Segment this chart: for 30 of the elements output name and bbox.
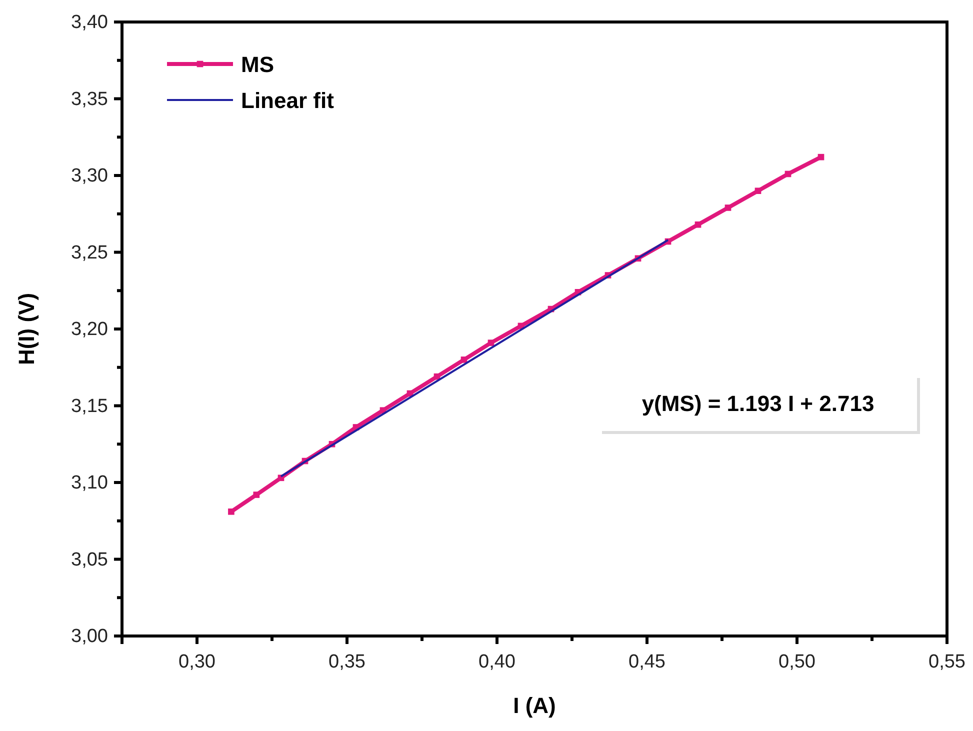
y-tick-label: 3,05 bbox=[71, 549, 108, 570]
y-tick-label: 3,00 bbox=[71, 626, 108, 648]
annotation: y(MS) = 1.193 I + 2.713 bbox=[642, 391, 874, 416]
y-tick-label: 3,20 bbox=[71, 319, 108, 340]
point bbox=[460, 356, 468, 363]
x-tick-label: 0,30 bbox=[178, 651, 216, 672]
y-tick-label: 3,30 bbox=[71, 166, 108, 187]
x-tick-label: 0,55 bbox=[928, 651, 966, 672]
y-tick-label: 3,15 bbox=[71, 396, 108, 417]
legend-label: Linear fit bbox=[241, 88, 335, 113]
legend-label: MS bbox=[241, 52, 274, 77]
point bbox=[754, 188, 762, 194]
y-axis-title: H(I) (V) bbox=[14, 292, 39, 366]
point bbox=[228, 508, 234, 515]
equation-box: y(MS) = 1.193 I + 2.713 bbox=[599, 375, 920, 434]
x-axis-title: I (A) bbox=[513, 693, 556, 718]
x-tick-label: 0,50 bbox=[778, 651, 816, 672]
y-tick-label: 3,40 bbox=[71, 12, 108, 34]
y-tick-label: 3,35 bbox=[71, 88, 108, 110]
point bbox=[488, 340, 494, 346]
point bbox=[818, 154, 824, 160]
point bbox=[784, 170, 792, 178]
x-tick-label: 0,40 bbox=[478, 651, 516, 672]
y-tick-label: 3,10 bbox=[71, 472, 108, 494]
x-tick-label: 0,45 bbox=[628, 651, 666, 672]
point bbox=[253, 492, 260, 498]
y-tick-label: 3,25 bbox=[71, 242, 108, 264]
point bbox=[724, 204, 732, 211]
x-tick-label: 0,35 bbox=[328, 651, 366, 672]
point bbox=[694, 221, 702, 228]
